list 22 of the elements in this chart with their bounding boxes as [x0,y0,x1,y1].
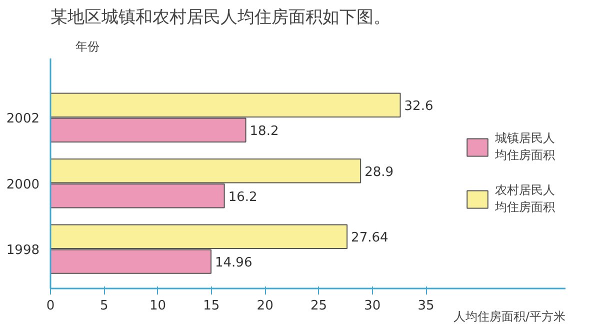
legend-label: 农村居民人均住房面积 [495,182,555,216]
y-axis-title: 年份 [76,40,100,54]
x-tick-label: 25 [310,298,328,314]
y-tick-label: 2000 [6,177,40,192]
x-tick-label: 10 [150,298,166,314]
data-label: 14.96 [215,256,252,271]
data-label: 32.6 [404,99,434,114]
data-label: 28.9 [364,164,394,180]
chart-title: 某地区城镇和农村居民人均住房面积如下图。 [50,8,390,28]
x-tick-label: 5 [100,298,108,314]
x-tick-label: 30 [364,298,381,314]
x-axis-title: 人均住房面积/平方米 [453,310,566,324]
data-label: 27.64 [351,230,388,246]
y-tick-label: 2002 [6,112,40,127]
legend-label: 城镇居民人均住房面积 [495,130,555,164]
y-tick-label: 1998 [6,243,40,258]
data-label: 18.2 [250,124,279,140]
data-label: 16.2 [228,190,258,205]
x-tick-label: 0 [46,298,55,314]
x-tick-label: 20 [256,298,274,314]
x-tick-label: 35 [418,298,434,314]
x-tick-label: 15 [203,298,220,314]
